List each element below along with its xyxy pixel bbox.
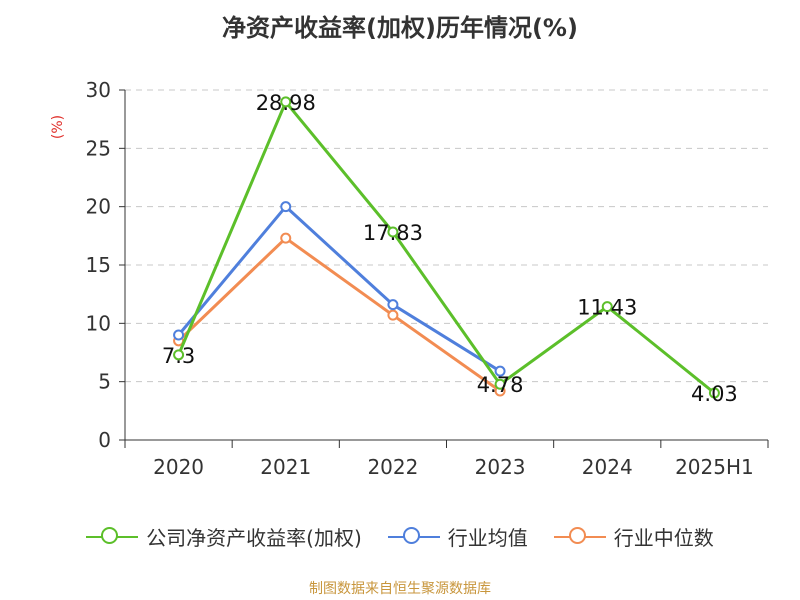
legend-item-company[interactable]: 公司净资产收益率(加权)	[86, 522, 362, 551]
chart-title: 净资产收益率(加权)历年情况(%)	[222, 14, 578, 42]
x-tick-label: 2025H1	[675, 455, 754, 479]
data-point	[494, 365, 506, 377]
data-point	[173, 329, 185, 341]
data-label: 11.43	[577, 296, 637, 320]
x-tick-label: 2023	[475, 455, 526, 479]
legend-item-industry-average[interactable]: 行业均值	[387, 522, 528, 551]
x-tick-label: 2021	[260, 455, 311, 479]
data-label: 28.98	[256, 91, 316, 115]
data-point	[280, 232, 292, 244]
y-tick-label: 0	[98, 428, 111, 452]
data-point	[280, 96, 292, 108]
y-tick-label: 20	[86, 195, 111, 219]
y-tick-label: 25	[86, 136, 111, 160]
x-tick-label: 2020	[153, 455, 204, 479]
data-point	[708, 387, 720, 399]
x-tick-label: 2022	[367, 455, 418, 479]
legend-line-icon	[553, 525, 606, 549]
series-line	[177, 100, 716, 395]
data-point	[494, 378, 506, 390]
y-tick-label: 30	[86, 78, 111, 102]
data-point	[173, 349, 185, 361]
legend-line-icon	[387, 525, 440, 549]
data-point	[601, 301, 613, 313]
data-point	[280, 201, 292, 213]
y-tick-label: 5	[98, 370, 111, 394]
y-tick-label: 15	[86, 253, 111, 277]
legend-item-industry-median[interactable]: 行业中位数	[553, 522, 714, 551]
chart-legend: 公司净资产收益率(加权) 行业均值 行业中位数	[0, 522, 800, 551]
line-chart: 0 5 10 15 20 25 30 2020 2021 2022 2023 2024 2025H1 7.…	[86, 78, 769, 479]
data-label: 7.3	[162, 344, 195, 368]
series-line	[177, 236, 501, 393]
data-source-note: 制图数据来自恒生聚源数据库	[309, 581, 491, 597]
x-tick-label: 2024	[582, 455, 633, 479]
data-label: 4.78	[477, 373, 524, 397]
y-tick-label: 10	[86, 311, 111, 335]
legend-line-icon	[86, 525, 139, 549]
data-label: 4.03	[691, 382, 738, 406]
legend-label-industry-average: 行业均值	[447, 526, 528, 550]
series-line	[177, 205, 501, 373]
data-point	[387, 299, 399, 311]
legend-label-company: 公司净资产收益率(加权)	[146, 526, 362, 550]
legend-label-industry-median: 行业中位数	[613, 526, 714, 550]
data-point	[387, 309, 399, 321]
data-point	[387, 226, 399, 238]
data-label: 17.83	[363, 221, 423, 245]
